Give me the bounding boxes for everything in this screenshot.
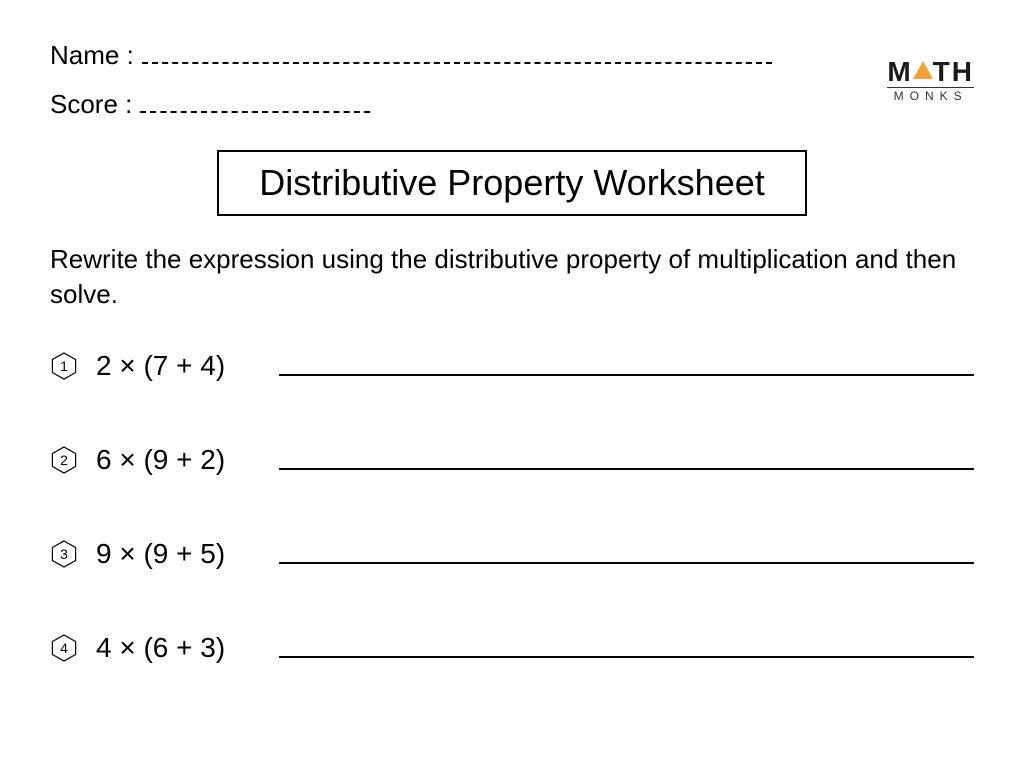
problem-expression: 4 × (6 + 3) <box>96 632 261 664</box>
worksheet-title: Distributive Property Worksheet <box>259 162 765 204</box>
score-label: Score : <box>50 89 132 120</box>
name-label: Name : <box>50 40 134 71</box>
problem-number: 1 <box>60 358 68 374</box>
problem-row: 4 4 × (6 + 3) <box>50 632 974 664</box>
logo-part-a: M <box>887 56 912 87</box>
score-input-line[interactable] <box>140 111 370 113</box>
problem-number-hexagon: 2 <box>50 446 78 474</box>
score-field-row: Score : <box>50 89 974 120</box>
triangle-icon <box>913 56 933 84</box>
header: Name : Score : M TH MONKS <box>50 40 974 120</box>
name-input-line[interactable] <box>142 62 772 64</box>
problem-number: 2 <box>60 452 68 468</box>
problem-expression: 9 × (9 + 5) <box>96 538 261 570</box>
problem-row: 3 9 × (9 + 5) <box>50 538 974 570</box>
logo-sub: MONKS <box>887 87 974 102</box>
name-field-row: Name : <box>50 40 974 71</box>
answer-line[interactable] <box>279 468 974 470</box>
problem-expression: 2 × (7 + 4) <box>96 350 261 382</box>
answer-line[interactable] <box>279 374 974 376</box>
problem-number-hexagon: 4 <box>50 634 78 662</box>
logo-part-b: TH <box>933 56 974 87</box>
problem-number-hexagon: 3 <box>50 540 78 568</box>
problem-expression: 6 × (9 + 2) <box>96 444 261 476</box>
logo-main: M TH <box>887 58 974 86</box>
problems-list: 1 2 × (7 + 4) 2 6 × (9 + 2) 3 9 × (9 + 5… <box>50 350 974 664</box>
problem-number: 3 <box>60 546 68 562</box>
problem-number-hexagon: 1 <box>50 352 78 380</box>
instructions: Rewrite the expression using the distrib… <box>50 242 974 312</box>
answer-line[interactable] <box>279 656 974 658</box>
answer-line[interactable] <box>279 562 974 564</box>
problem-row: 1 2 × (7 + 4) <box>50 350 974 382</box>
problem-number: 4 <box>60 640 68 656</box>
problem-row: 2 6 × (9 + 2) <box>50 444 974 476</box>
title-box: Distributive Property Worksheet <box>217 150 807 216</box>
logo: M TH MONKS <box>887 58 974 102</box>
